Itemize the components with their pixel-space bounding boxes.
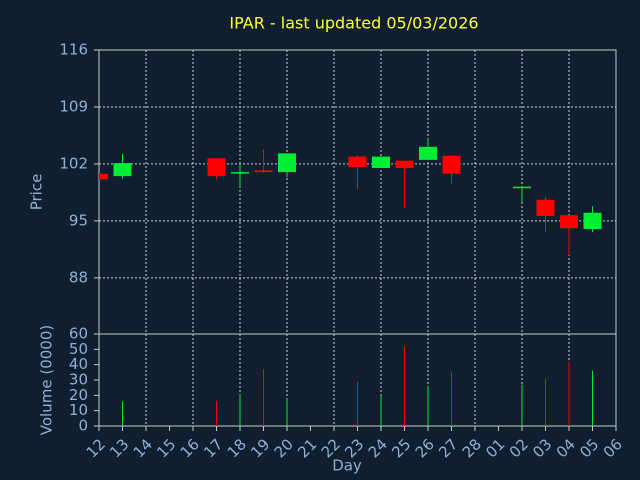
y-tick-label: 60	[69, 325, 88, 343]
chart-title: IPAR - last updated 05/03/2026	[229, 14, 478, 33]
y-tick-label: 0	[78, 417, 88, 435]
x-tick-label: 13	[106, 435, 132, 461]
candle-body	[348, 156, 367, 168]
y-tick-label: 20	[69, 386, 88, 404]
x-tick-label: 02	[506, 435, 532, 461]
x-tick-label: 24	[365, 435, 391, 461]
x-tick-label: 28	[459, 435, 485, 461]
x-tick-label: 25	[388, 435, 414, 461]
candle-body	[278, 153, 296, 173]
x-tick-label: 16	[177, 435, 203, 461]
y-tick-label: 10	[69, 401, 88, 419]
candle-body	[536, 199, 555, 217]
y-axis-label: Volume (0000)	[38, 325, 56, 435]
candle-body	[231, 172, 249, 174]
x-tick-label: 14	[130, 435, 156, 461]
x-tick-label: 18	[224, 435, 250, 461]
x-tick-label: 04	[553, 435, 579, 461]
x-tick-label: 15	[153, 435, 179, 461]
candles	[99, 138, 602, 256]
candle-body	[372, 156, 390, 168]
x-tick-label: 17	[200, 435, 226, 461]
x-tick-label: 27	[435, 435, 461, 461]
y-tick-label: 102	[59, 154, 88, 172]
candle-body	[207, 158, 226, 177]
x-tick-label: 05	[576, 435, 602, 461]
y-tick-label: 40	[69, 355, 88, 373]
candle-body	[513, 186, 531, 189]
y-tick-label: 116	[59, 41, 88, 59]
x-tick-label: 20	[271, 435, 297, 461]
x-tick-label: 01	[482, 435, 508, 461]
y-axis-label: Price	[28, 174, 46, 211]
x-tick-label: 26	[412, 435, 438, 461]
candle-body	[560, 215, 578, 229]
y-tick-label: 88	[69, 268, 88, 286]
x-tick-label: 21	[294, 435, 320, 461]
y-tick-label: 30	[69, 371, 88, 389]
candle-body	[395, 160, 414, 168]
x-tick-label: 19	[247, 435, 273, 461]
candle-body	[99, 173, 108, 180]
candle-body	[583, 212, 602, 230]
x-axis-label: Day	[332, 457, 362, 475]
x-tick-label: 12	[83, 435, 109, 461]
candle-body	[254, 170, 273, 173]
y-tick-label: 95	[69, 211, 88, 229]
candle-body	[419, 146, 437, 160]
y-tick-label: 109	[59, 97, 88, 115]
candle-body	[113, 163, 132, 177]
price-panel	[98, 49, 617, 335]
x-tick-label: 06	[600, 435, 626, 461]
x-tick-label: 03	[529, 435, 555, 461]
candle-body	[442, 155, 461, 174]
y-tick-label: 50	[69, 340, 88, 358]
